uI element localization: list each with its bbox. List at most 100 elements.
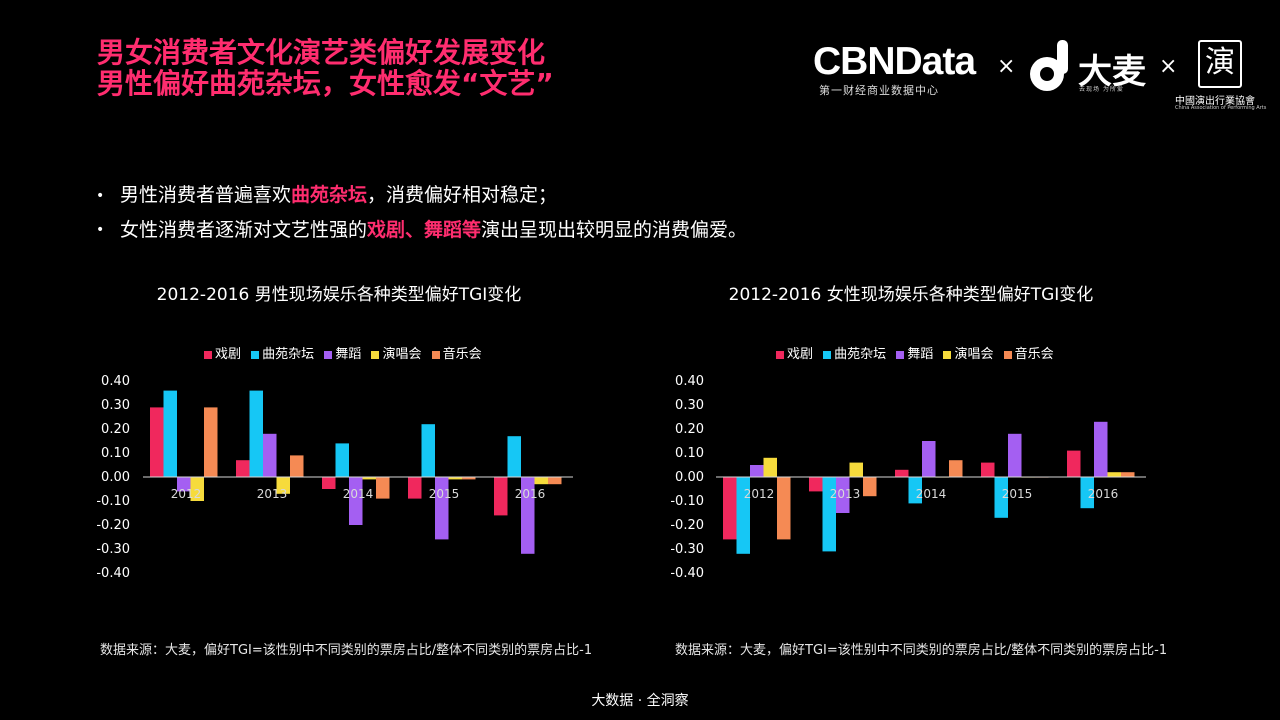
cbndata-logo: CBNData	[813, 40, 976, 83]
logo-area: CBNData 第一财经商业数据中心 × 大麦 去现场 为所爱 × 演 中國演出…	[813, 36, 1266, 116]
male-y-tick-label: 0.00	[101, 470, 130, 485]
damai-logo: 大麦	[1078, 52, 1146, 92]
male-y-tick-label: 0.30	[101, 398, 130, 413]
female-chart-source: 数据来源：大麦，偏好TGI=该性别中不同类别的票房占比/整体不同类别的票房占比-…	[675, 643, 1168, 658]
male-chart-title: 2012-2016 男性现场娱乐各种类型偏好TGI变化	[156, 285, 522, 305]
male-bar	[290, 455, 304, 477]
female-bar	[922, 441, 936, 477]
male-bar	[421, 424, 435, 477]
female-bar	[994, 477, 1008, 518]
male-bar	[507, 436, 521, 477]
female-bar	[1080, 477, 1094, 509]
male-x-tick-label: 2015	[429, 487, 460, 501]
female-bar	[763, 457, 777, 477]
male-bar	[362, 477, 376, 480]
legend-label: 戏剧	[787, 347, 814, 362]
bullet-dot-icon: •	[96, 187, 105, 204]
male-x-tick-label: 2016	[515, 487, 546, 501]
male-y-tick-label: 0.20	[101, 422, 130, 437]
male-bar	[276, 477, 290, 494]
female-bar	[723, 477, 737, 540]
page-footer: 大数据 · 全洞察	[591, 693, 689, 709]
damai-subtitle: 去现场 为所爱	[1079, 86, 1124, 93]
female-y-tick-label: -0.10	[670, 494, 704, 509]
damai-logo-icon	[1030, 40, 1068, 91]
female-y-tick-label: 0.30	[675, 398, 704, 413]
male-bar	[494, 477, 508, 516]
male-bar	[190, 477, 204, 501]
legend-label: 演唱会	[954, 347, 994, 362]
male-y-tick-label: -0.40	[96, 566, 130, 581]
female-bar	[777, 477, 791, 540]
bullet-highlight: 曲苑杂坛	[291, 184, 368, 206]
female-bar	[809, 477, 823, 492]
male-y-tick-label: 0.10	[101, 446, 130, 461]
male-bar	[236, 460, 250, 477]
cbndata-subtitle: 第一财经商业数据中心	[819, 84, 939, 97]
bullet-list: • 男性消费者普遍喜欢曲苑杂坛，消费偏好相对稳定； • 女性消费者逐渐对文艺性强的戏…	[96, 178, 747, 247]
legend-item: 音乐会	[1003, 343, 1054, 362]
bullet-text: ，消费偏好相对稳定；	[367, 184, 558, 206]
male-bar	[322, 477, 336, 489]
bullet-text: 女性消费者逐渐对文艺性强的	[120, 218, 368, 241]
male-chart-source: 数据来源：大麦，偏好TGI=该性别中不同类别的票房占比/整体不同类别的票房占比-…	[100, 643, 593, 658]
male-chart-legend: 戏剧 曲苑杂坛 舞蹈 演唱会 音乐会	[204, 343, 488, 362]
legend-item: 戏剧	[204, 343, 241, 362]
bullet-text: 演出呈现出较明显的消费偏爱。	[481, 218, 748, 241]
legend-label: 曲苑杂坛	[262, 347, 315, 362]
female-y-tick-label: 0.00	[675, 470, 704, 485]
legend-label: 舞蹈	[907, 347, 934, 362]
legend-swatch	[371, 350, 380, 359]
female-bar	[981, 462, 995, 477]
legend-label: 音乐会	[1014, 347, 1054, 362]
legend-item: 演唱会	[371, 343, 421, 362]
bullet-item: • 女性消费者逐渐对文艺性强的戏剧、舞蹈等演出呈现出较明显的消费偏爱。	[96, 213, 747, 248]
bullet-text: 男性消费者普遍喜欢	[120, 184, 292, 206]
female-bar	[836, 477, 850, 513]
legend-swatch	[1003, 350, 1012, 359]
legend-swatch	[943, 350, 952, 359]
legend-item: 戏剧	[776, 343, 813, 362]
female-bar	[895, 469, 909, 477]
male-bar	[204, 407, 218, 477]
male-bar	[163, 390, 177, 477]
male-bar	[408, 477, 422, 499]
female-bar	[1008, 433, 1022, 477]
legend-swatch	[324, 350, 333, 359]
female-bar	[736, 477, 750, 554]
female-bar	[949, 460, 963, 477]
page-title: 男女消费者文化演艺类偏好发展变化 男性偏好曲苑杂坛，女性愈发“文艺”	[97, 37, 554, 99]
female-chart-title: 2012-2016 女性现场娱乐各种类型偏好TGI变化	[728, 285, 1094, 305]
title-line-2: 男性偏好曲苑杂坛，女性愈发“文艺”	[97, 67, 554, 100]
female-bar	[1067, 450, 1081, 477]
male-bar	[263, 433, 277, 477]
legend-label: 音乐会	[442, 347, 482, 362]
female-y-tick-label: -0.40	[670, 566, 704, 581]
legend-swatch	[431, 350, 440, 359]
female-bar	[863, 477, 877, 497]
male-bar	[177, 477, 191, 492]
times-sign-2: ×	[1159, 54, 1178, 79]
female-bar	[849, 462, 863, 477]
bullet-item: • 男性消费者普遍喜欢曲苑杂坛，消费偏好相对稳定；	[96, 178, 747, 213]
female-y-tick-label: -0.30	[670, 542, 704, 557]
female-x-tick-label: 2015	[1002, 487, 1033, 501]
legend-label: 曲苑杂坛	[834, 347, 887, 362]
legend-swatch	[823, 350, 832, 359]
male-bar	[534, 477, 548, 485]
times-sign-1: ×	[997, 54, 1016, 79]
legend-label: 舞蹈	[335, 347, 362, 362]
male-bar	[335, 443, 349, 477]
title-line-1: 男女消费者文化演艺类偏好发展变化	[97, 36, 546, 69]
capa-logo-subtitle: China Association of Performing Arts	[1175, 105, 1267, 111]
male-bar	[435, 477, 449, 540]
female-x-tick-label: 2016	[1088, 487, 1119, 501]
bullet-dot-icon: •	[96, 222, 105, 238]
female-bar	[1094, 421, 1108, 477]
female-x-tick-label: 2012	[744, 487, 775, 501]
male-bar	[349, 477, 363, 525]
male-x-tick-label: 2012	[171, 487, 202, 501]
male-bar	[150, 407, 164, 477]
female-y-tick-label: 0.10	[675, 446, 704, 461]
legend-item: 舞蹈	[896, 343, 933, 362]
